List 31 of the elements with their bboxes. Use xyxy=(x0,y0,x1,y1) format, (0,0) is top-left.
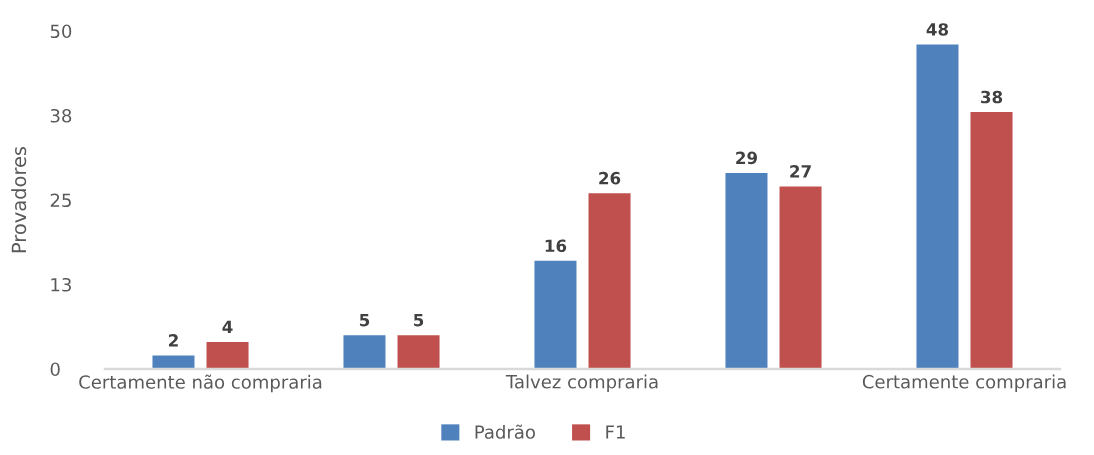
bar xyxy=(916,44,959,369)
data-label: 27 xyxy=(790,165,811,178)
data-label: 4 xyxy=(222,320,233,333)
bar xyxy=(343,335,386,369)
y-tick-label: 50 xyxy=(50,24,72,39)
data-label: 2 xyxy=(168,334,178,347)
legend-label: Padrão xyxy=(475,424,535,439)
data-label: 26 xyxy=(599,171,621,185)
bar xyxy=(397,335,440,369)
y-tick-label: 38 xyxy=(50,108,72,123)
x-tick-label: Certamente não compraria xyxy=(79,374,322,393)
y-tick-label: 13 xyxy=(51,277,71,292)
data-label: 5 xyxy=(414,314,424,327)
y-axis-title: Provadores xyxy=(11,146,27,253)
bar xyxy=(779,186,822,369)
x-tick-label: Talvez compraria xyxy=(505,374,658,393)
data-label: 5 xyxy=(359,314,370,327)
x-tick-label: Certamente compraria xyxy=(862,374,1066,393)
y-tick-label: 25 xyxy=(50,193,71,208)
data-label: 48 xyxy=(926,23,949,36)
data-label: 16 xyxy=(545,239,567,253)
bar xyxy=(970,112,1013,369)
bar xyxy=(725,172,768,369)
data-label: 29 xyxy=(736,151,758,165)
bar xyxy=(588,193,631,369)
bar xyxy=(206,341,249,369)
bar xyxy=(152,355,195,369)
y-tick-label: 0 xyxy=(50,362,60,377)
legend-label: F1 xyxy=(606,425,625,439)
data-label: 38 xyxy=(981,90,1003,104)
bar xyxy=(534,260,577,369)
